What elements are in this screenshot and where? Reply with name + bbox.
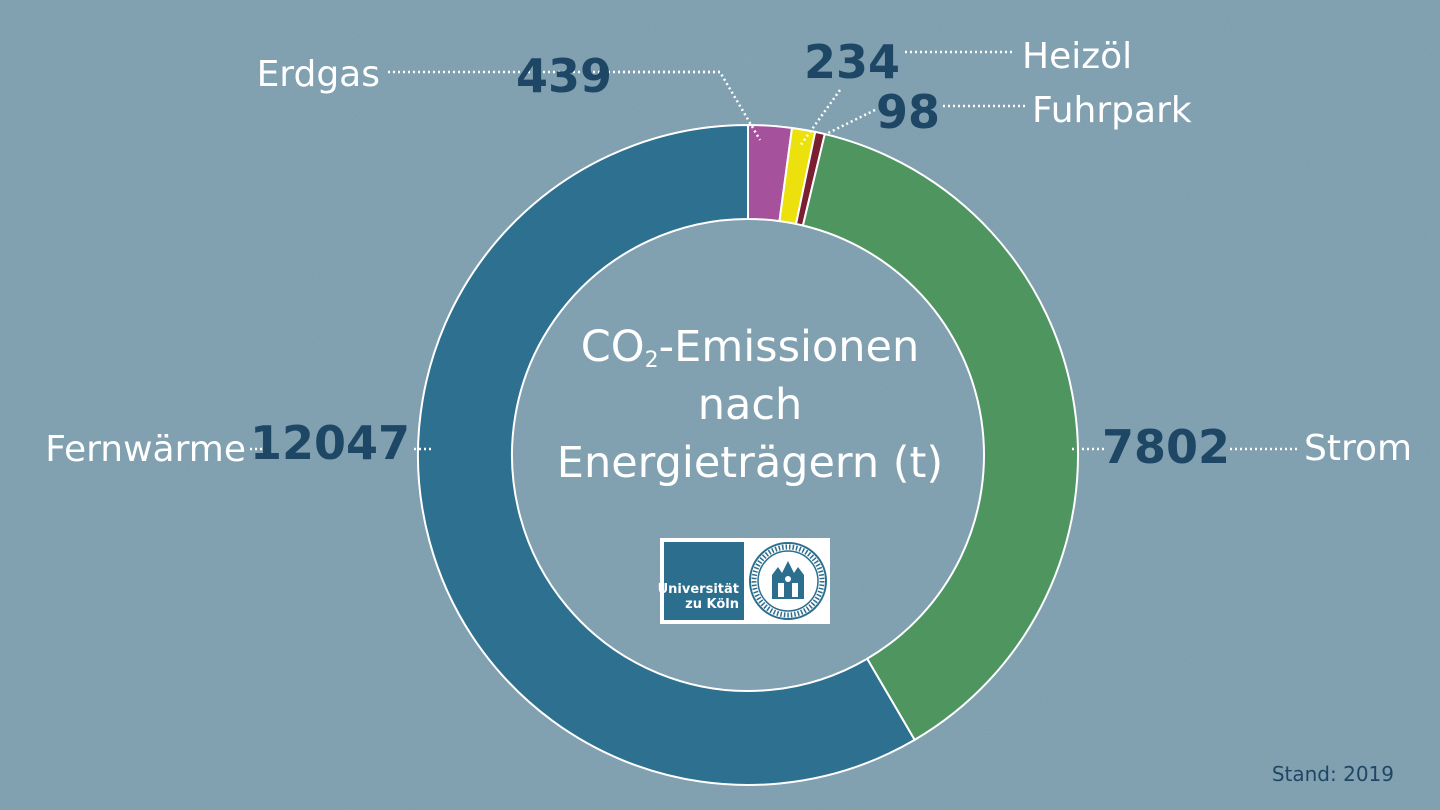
- label-erdgas: Erdgas: [257, 54, 380, 95]
- value-strom: 7802: [1102, 420, 1230, 474]
- title-co: CO: [580, 322, 645, 372]
- logo-line2: zu Köln: [685, 597, 739, 612]
- university-seal-icon: [749, 542, 827, 620]
- slice-strom: [801, 132, 1079, 742]
- slice-fernwaerme: [417, 123, 916, 786]
- label-fernwaerme: Fernwärme: [45, 429, 246, 470]
- title-line1-rest: -Emissionen: [658, 322, 920, 372]
- value-erdgas: 439: [516, 49, 612, 103]
- value-heizoel: 234: [804, 35, 900, 89]
- title-line3: Energieträgern (t): [556, 438, 944, 488]
- value-fernwaerme: 12047: [250, 416, 410, 470]
- leader-line-erdgas-1: [618, 70, 762, 141]
- university-logo: Universität zu Köln: [658, 538, 830, 624]
- stand-note: Stand: 2019: [1271, 762, 1394, 786]
- leader-line-fuhrpark-1: [821, 108, 876, 138]
- title-subscript: 2: [644, 348, 659, 373]
- label-strom: Strom: [1304, 428, 1412, 469]
- chart-title: CO2-Emissionen nach Energieträgern (t): [540, 318, 960, 492]
- logo-wordmark: Universität zu Köln: [658, 542, 744, 620]
- title-line2: nach: [697, 380, 803, 430]
- leader-line-heizoel-1: [798, 89, 842, 147]
- label-fuhrpark: Fuhrpark: [1032, 90, 1192, 131]
- logo-line1: Universität: [657, 582, 739, 597]
- value-fuhrpark: 98: [876, 85, 940, 139]
- label-heizoel: Heizöl: [1022, 36, 1132, 77]
